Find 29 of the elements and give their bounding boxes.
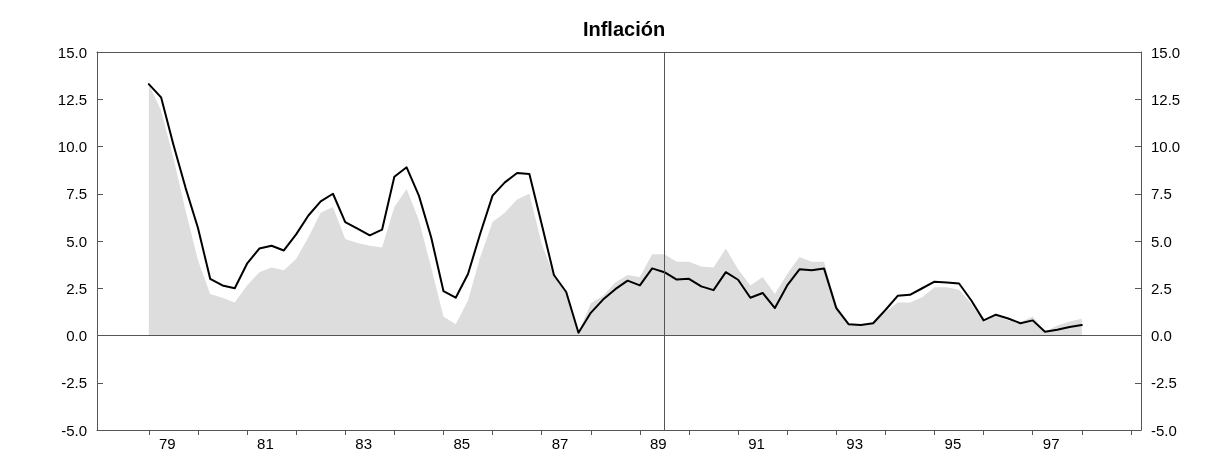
chart-title: Inflación: [582, 18, 666, 40]
x-tick-label: 91: [748, 435, 765, 452]
y-tick-label: -5.0: [61, 421, 87, 439]
y-tick-label: 5.0: [66, 232, 87, 250]
y-tick-label: 12.5: [57, 90, 87, 108]
y2-tick-label: 10.0: [1151, 138, 1181, 155]
x-tick-label: 85: [453, 435, 471, 452]
y-tick-label: -2.5: [61, 374, 87, 392]
y2-tick-label: 2.5: [1151, 279, 1172, 297]
x-tick-label: 87: [551, 435, 569, 452]
y2-tick-label: 7.5: [1151, 185, 1172, 203]
y2-tick-label: -5.0: [1151, 421, 1177, 439]
x-tick-label: 81: [257, 435, 274, 452]
x-tick-label: 79: [158, 435, 176, 452]
y2-tick-label: -2.5: [1151, 374, 1177, 392]
y2-tick-label: 12.5: [1151, 90, 1181, 108]
x-tick-label: 93: [846, 435, 864, 452]
y2-tick-label: 0.0: [1151, 327, 1172, 344]
y2-tick-label: 5.0: [1151, 232, 1172, 250]
x-tick-label: 97: [1042, 435, 1060, 452]
y-tick-label: 2.5: [66, 279, 87, 297]
y-tick-label: 0.0: [66, 327, 87, 344]
y-tick-label: 7.5: [66, 185, 87, 203]
y2-tick-label: 15.0: [1151, 43, 1181, 61]
x-tick-label: 83: [355, 435, 372, 452]
x-tick-label: 95: [944, 435, 962, 452]
x-tick-label: 89: [649, 435, 667, 452]
y-tick-label: 15.0: [57, 43, 87, 61]
y-tick-label: 10.0: [57, 138, 87, 155]
